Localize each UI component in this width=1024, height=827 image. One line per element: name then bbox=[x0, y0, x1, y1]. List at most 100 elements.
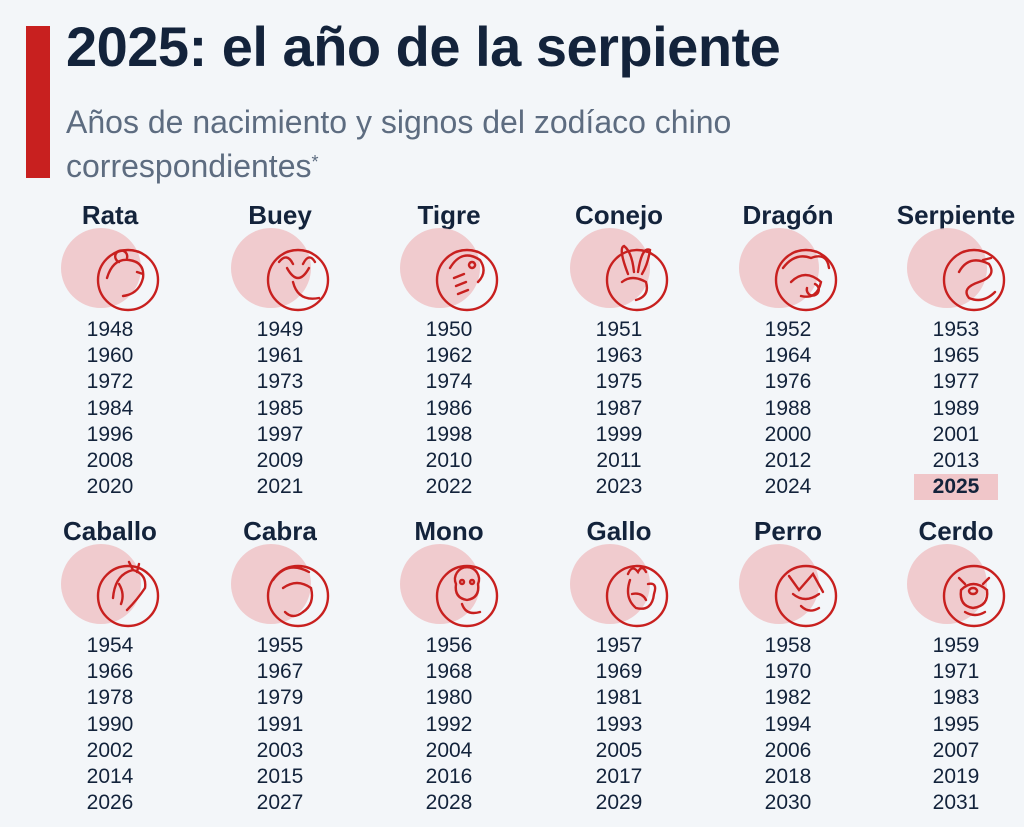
year-item: 1949 bbox=[256, 318, 304, 341]
year-item: 2011 bbox=[596, 449, 642, 473]
year-list: 1949 1961 1973 1985 1997 2009 2021 bbox=[195, 317, 365, 500]
year-item: 2010 bbox=[425, 449, 473, 473]
year-item: 1968 bbox=[425, 660, 473, 684]
year-item: 1973 bbox=[256, 370, 304, 394]
year-item: 1993 bbox=[595, 712, 643, 736]
year-item: 1987 bbox=[595, 396, 643, 420]
year-item: 1996 bbox=[86, 422, 134, 446]
year-item: 1952 bbox=[764, 318, 812, 341]
year-item: 1989 bbox=[932, 396, 980, 420]
year-item: 2029 bbox=[595, 791, 643, 815]
year-item: 1957 bbox=[595, 634, 643, 657]
year-item: 1972 bbox=[86, 370, 134, 394]
zodiac-name: Conejo bbox=[574, 200, 664, 230]
year-item: 1969 bbox=[595, 660, 643, 684]
year-item: 1976 bbox=[764, 370, 812, 394]
year-item: 1994 bbox=[764, 712, 812, 736]
year-list: 1950 1962 1974 1986 1998 2010 2022 bbox=[364, 317, 534, 500]
year-item: 1977 bbox=[932, 370, 980, 394]
page-title: 2025: el año de la serpiente bbox=[66, 15, 781, 78]
year-item: 1948 bbox=[86, 318, 134, 341]
year-item: 2018 bbox=[764, 765, 812, 789]
year-item: 2014 bbox=[86, 765, 134, 789]
year-item: 2021 bbox=[256, 475, 304, 499]
year-item: 1995 bbox=[932, 712, 980, 736]
year-item: 2001 bbox=[932, 422, 980, 446]
footnote-mark: * bbox=[311, 152, 319, 172]
year-item: 2008 bbox=[86, 449, 134, 473]
zodiac-name: Perro bbox=[754, 516, 822, 546]
year-item: 1978 bbox=[86, 686, 134, 710]
year-item: 1988 bbox=[764, 396, 812, 420]
year-item: 1970 bbox=[764, 660, 812, 684]
year-item: 2009 bbox=[256, 449, 304, 473]
zodiac-icon-wrap bbox=[57, 544, 167, 634]
year-item: 1986 bbox=[425, 396, 473, 420]
year-item: 2003 bbox=[256, 738, 304, 762]
zodiac-name: Dragón bbox=[742, 200, 834, 230]
zodiac-icon-wrap bbox=[903, 544, 1013, 634]
year-list: 1955 1967 1979 1991 2003 2015 2027 bbox=[195, 633, 365, 816]
year-list: 1958 1970 1982 1994 2006 2018 2030 bbox=[703, 633, 873, 816]
year-list: 1953 1965 1977 1989 2001 2013 2025 bbox=[871, 317, 1024, 501]
year-item: 2022 bbox=[425, 475, 473, 499]
year-item: 2007 bbox=[932, 738, 980, 762]
horse-icon bbox=[96, 560, 160, 628]
year-item: 1983 bbox=[932, 686, 980, 710]
zodiac-icon-wrap bbox=[903, 228, 1013, 318]
year-list: 1959 1971 1983 1995 2007 2019 2031 bbox=[871, 633, 1024, 816]
year-item: 1966 bbox=[86, 660, 134, 684]
year-list: 1948 1960 1972 1984 1996 2008 2020 bbox=[25, 317, 195, 500]
year-item: 1980 bbox=[425, 686, 473, 710]
zodiac-name: Caballo bbox=[63, 516, 157, 546]
zodiac-icon-wrap bbox=[735, 544, 845, 634]
year-item: 1959 bbox=[932, 634, 980, 657]
year-item: 2013 bbox=[932, 449, 980, 473]
rooster-icon bbox=[605, 564, 669, 628]
year-list: 1952 1964 1976 1988 2000 2012 2024 bbox=[703, 317, 873, 500]
accent-bar bbox=[26, 26, 50, 178]
year-item: 1960 bbox=[86, 344, 134, 368]
zodiac-name: Cabra bbox=[243, 516, 317, 546]
year-item: 2027 bbox=[256, 791, 304, 815]
highlighted-year: 2025 bbox=[914, 474, 998, 501]
zodiac-name: Serpiente bbox=[896, 200, 1016, 230]
year-item: 1999 bbox=[595, 422, 643, 446]
year-item: 2012 bbox=[764, 449, 812, 473]
zodiac-icon-wrap bbox=[57, 228, 167, 318]
year-item: 2017 bbox=[595, 765, 643, 789]
year-item: 2019 bbox=[932, 765, 980, 789]
zodiac-icon-wrap bbox=[396, 228, 506, 318]
year-item: 1998 bbox=[425, 422, 473, 446]
year-item: 2023 bbox=[595, 475, 643, 499]
pig-icon bbox=[942, 564, 1006, 628]
year-item: 2002 bbox=[86, 738, 134, 762]
zodiac-icon-wrap bbox=[227, 544, 337, 634]
zodiac-name: Tigre bbox=[417, 200, 481, 230]
zodiac-icon-wrap bbox=[566, 544, 676, 634]
year-list: 1951 1963 1975 1987 1999 2011 2023 bbox=[534, 317, 704, 500]
year-item: 1953 bbox=[932, 318, 980, 341]
zodiac-name: Cerdo bbox=[918, 516, 994, 546]
year-item: 1950 bbox=[425, 318, 473, 341]
year-item: 1982 bbox=[764, 686, 812, 710]
year-item: 1964 bbox=[764, 344, 812, 368]
year-list: 1956 1968 1980 1992 2004 2016 2028 bbox=[364, 633, 534, 816]
year-list: 1957 1969 1981 1993 2005 2017 2029 bbox=[534, 633, 704, 816]
year-item: 1975 bbox=[595, 370, 643, 394]
year-item: 1979 bbox=[256, 686, 304, 710]
year-item: 1967 bbox=[256, 660, 304, 684]
year-item: 1985 bbox=[256, 396, 304, 420]
year-list: 1954 1966 1978 1990 2002 2014 2026 bbox=[25, 633, 195, 816]
zodiac-name: Buey bbox=[248, 200, 312, 230]
year-item: 1984 bbox=[86, 396, 134, 420]
subtitle-text: Años de nacimiento y signos del zodíaco … bbox=[66, 104, 732, 184]
zodiac-icon-wrap bbox=[566, 228, 676, 318]
year-item: 2031 bbox=[932, 791, 980, 815]
year-item: 1961 bbox=[256, 344, 304, 368]
year-item: 1981 bbox=[595, 686, 643, 710]
year-item: 2006 bbox=[764, 738, 812, 762]
year-item: 1992 bbox=[425, 712, 473, 736]
snake-icon bbox=[942, 248, 1006, 312]
